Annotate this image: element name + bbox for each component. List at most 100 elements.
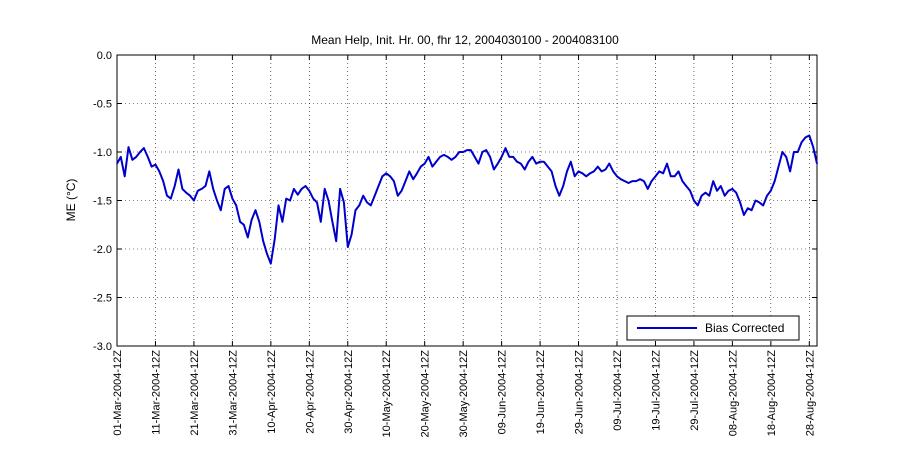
- x-tick-label: 08-Aug-2004-12Z: [727, 350, 739, 437]
- data-point: [431, 166, 433, 168]
- data-point: [212, 188, 214, 190]
- data-point: [566, 170, 568, 172]
- y-tick-label: -1.0: [93, 147, 112, 159]
- data-point: [451, 159, 453, 161]
- data-point: [277, 204, 280, 206]
- data-point: [558, 195, 560, 197]
- data-point: [235, 204, 237, 206]
- data-point: [166, 195, 168, 197]
- x-tick-label: 19-Jun-2004-12Z: [535, 350, 547, 435]
- y-tick-label: -2.5: [93, 293, 112, 305]
- data-point: [339, 188, 341, 190]
- data-point: [747, 207, 749, 209]
- data-point: [781, 151, 784, 153]
- data-point: [639, 178, 641, 180]
- data-point: [177, 168, 180, 171]
- data-point: [401, 190, 403, 192]
- data-point: [427, 156, 430, 158]
- data-point: [647, 188, 649, 190]
- data-point: [385, 172, 387, 174]
- data-point: [635, 180, 637, 182]
- data-point: [335, 240, 337, 242]
- data-point: [197, 190, 199, 192]
- data-point: [697, 204, 699, 206]
- data-point: [620, 178, 622, 180]
- data-point: [704, 192, 707, 194]
- data-point: [804, 136, 807, 138]
- y-axis-label: ME (°C): [64, 179, 78, 222]
- data-point: [220, 209, 222, 211]
- data-point: [631, 180, 634, 182]
- x-tick-label: 28-Aug-2004-12Z: [804, 350, 816, 437]
- x-tick-label: 31-Mar-2004-12Z: [227, 350, 239, 436]
- data-point: [393, 180, 395, 182]
- y-tick-label: -2.0: [93, 244, 112, 256]
- data-point: [743, 214, 745, 216]
- data-point: [793, 151, 795, 153]
- data-point: [127, 146, 130, 148]
- data-point: [170, 198, 172, 200]
- series-layer: [116, 134, 818, 265]
- data-point: [243, 224, 245, 226]
- data-point: [604, 168, 607, 171]
- data-point: [281, 221, 283, 223]
- data-point: [131, 159, 133, 161]
- data-point: [643, 180, 645, 182]
- data-point: [612, 170, 614, 172]
- series-line: [116, 134, 818, 265]
- data-point: [739, 201, 741, 203]
- data-point: [535, 163, 537, 165]
- data-point: [474, 156, 476, 158]
- data-point: [816, 163, 818, 165]
- x-tick-label: 20-Apr-2004-12Z: [304, 350, 316, 434]
- y-axis: 0.0 -0.5 -1.0 -1.5 -2.0 -2.5 -3.0: [93, 50, 817, 353]
- x-tick-label: 21-Mar-2004-12Z: [189, 350, 201, 436]
- data-point: [735, 192, 737, 194]
- x-tick-label: 29-Jun-2004-12Z: [574, 350, 586, 435]
- legend: Bias Corrected: [626, 315, 800, 341]
- data-point: [797, 151, 799, 153]
- data-point: [301, 188, 303, 190]
- data-point: [454, 156, 457, 158]
- data-point: [539, 161, 541, 163]
- data-point: [554, 185, 557, 187]
- x-tick-label: 10-Apr-2004-12Z: [266, 350, 278, 434]
- data-point: [724, 195, 726, 197]
- data-point: [251, 219, 253, 221]
- data-point: [416, 172, 418, 174]
- data-point: [658, 170, 660, 172]
- data-point: [589, 172, 591, 174]
- data-point: [374, 195, 376, 197]
- data-point: [520, 163, 522, 165]
- data-point: [124, 175, 126, 177]
- data-point: [320, 221, 322, 223]
- data-point: [216, 199, 218, 202]
- data-point: [654, 175, 657, 177]
- data-point: [754, 199, 757, 202]
- data-point: [158, 170, 160, 172]
- data-point: [201, 188, 203, 190]
- data-point: [720, 185, 722, 187]
- data-point: [516, 161, 518, 163]
- data-point: [597, 166, 599, 168]
- data-point: [312, 198, 314, 200]
- data-point: [693, 199, 695, 202]
- data-point: [751, 209, 753, 211]
- data-point: [666, 163, 668, 165]
- data-point: [351, 233, 353, 236]
- data-point: [485, 149, 487, 151]
- data-point: [616, 175, 618, 177]
- data-point: [327, 199, 330, 202]
- data-point: [270, 263, 272, 265]
- data-point: [397, 195, 399, 197]
- data-point: [262, 240, 264, 242]
- data-point: [608, 163, 610, 165]
- data-point: [412, 178, 414, 180]
- data-point: [547, 166, 549, 168]
- data-point: [316, 201, 318, 203]
- data-point: [443, 154, 445, 156]
- data-point: [193, 199, 195, 202]
- data-point: [420, 166, 422, 168]
- x-tick-label: 09-Jun-2004-12Z: [497, 350, 509, 435]
